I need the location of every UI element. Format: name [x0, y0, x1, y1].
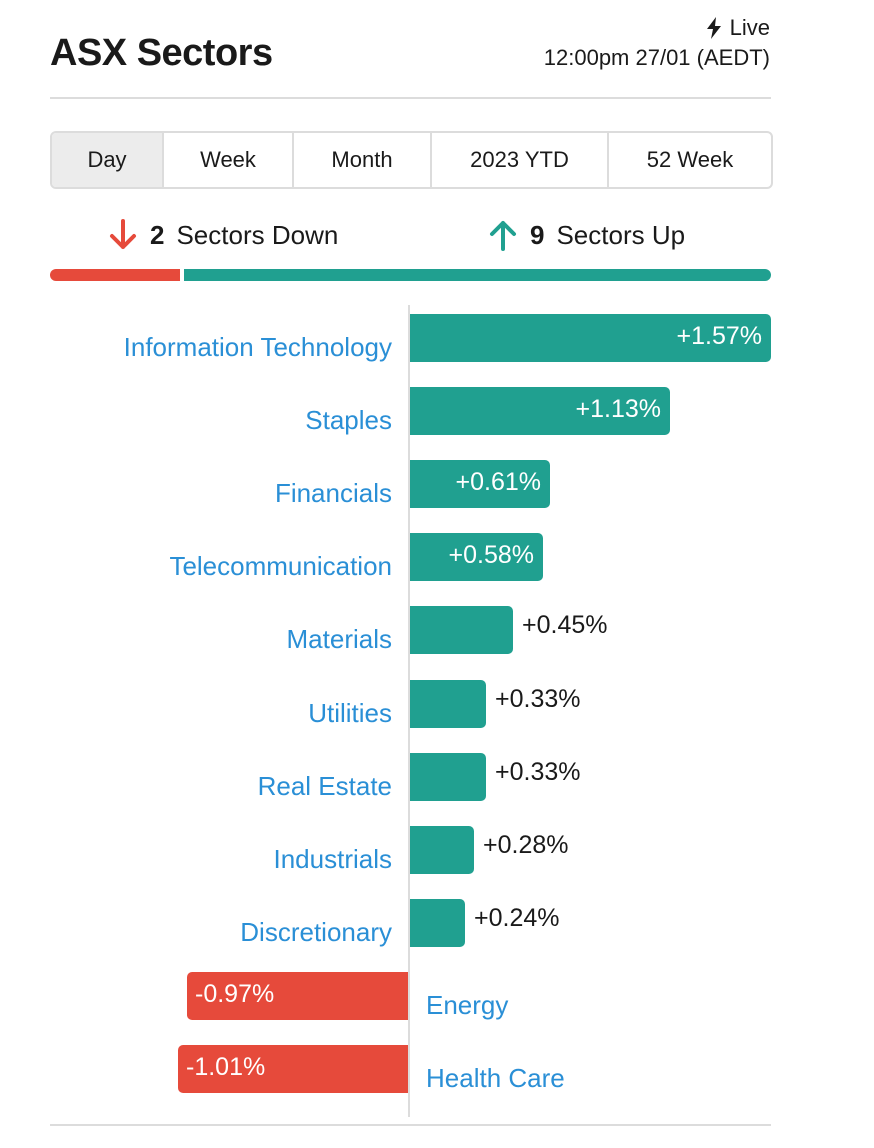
- sector-label-industrials[interactable]: Industrials: [273, 843, 393, 874]
- tab-week[interactable]: Week: [164, 133, 294, 187]
- arrow-up-icon: [490, 221, 516, 251]
- bar-materials: [410, 606, 513, 655]
- bar-information-technology: [410, 314, 771, 362]
- value-label-telecommunication: +0.58%: [448, 541, 535, 570]
- sector-label-staples[interactable]: Staples: [305, 405, 392, 436]
- sectors-down-summary: 2 Sectors Down: [108, 218, 338, 252]
- value-label-utilities: +0.33%: [495, 684, 581, 713]
- down-count: 2: [150, 219, 165, 250]
- live-label: Live: [729, 15, 770, 40]
- up-count: 9: [530, 219, 545, 250]
- bar-utilities: [410, 679, 486, 728]
- bar-financials: [410, 460, 550, 509]
- timestamp: 12:00pm 27/01 (AEDT): [543, 45, 770, 70]
- bar-energy: [187, 971, 410, 1020]
- value-label-industrials: +0.28%: [483, 830, 569, 859]
- down-label: Sectors Down: [176, 219, 339, 250]
- sector-label-energy[interactable]: Energy: [426, 989, 509, 1020]
- value-label-information-technology: +1.57%: [676, 322, 763, 350]
- sector-label-health-care[interactable]: Health Care: [426, 1063, 565, 1093]
- divider: [50, 1124, 771, 1126]
- sectors-up-summary: 9 Sectors Up: [488, 218, 685, 252]
- sectors-up-bar: [184, 269, 771, 281]
- bar-staples: [410, 387, 670, 436]
- divider: [50, 97, 771, 99]
- live-indicator: Live: [706, 15, 770, 41]
- sector-label-real-estate[interactable]: Real Estate: [257, 770, 392, 801]
- zero-axis: [408, 305, 410, 1117]
- bar-telecommunication: [410, 533, 543, 582]
- period-tabs: Day Week Month 2023 YTD 52 Week: [50, 131, 773, 189]
- sectors-down-bar: [50, 269, 180, 281]
- lightning-icon: [706, 17, 721, 39]
- value-label-energy: -0.97%: [195, 979, 275, 1008]
- value-label-financials: +0.61%: [455, 468, 542, 497]
- bar-discretionary: [410, 898, 465, 947]
- value-label-staples: +1.13%: [575, 395, 662, 424]
- tab-ytd[interactable]: 2023 YTD: [432, 133, 609, 187]
- arrow-down-icon: [110, 219, 136, 249]
- sector-label-discretionary[interactable]: Discretionary: [240, 916, 392, 947]
- bar-industrials: [410, 825, 474, 874]
- value-label-materials: +0.45%: [522, 611, 608, 640]
- sector-label-telecommunication[interactable]: Telecommunication: [169, 551, 392, 582]
- up-label: Sectors Up: [556, 219, 686, 250]
- bar-real-estate: [410, 752, 486, 801]
- tab-day[interactable]: Day: [52, 133, 164, 187]
- sector-label-materials[interactable]: Materials: [286, 624, 392, 655]
- page-title: ASX Sectors: [50, 32, 273, 74]
- sector-label-financials[interactable]: Financials: [274, 478, 392, 509]
- tab-52-week[interactable]: 52 Week: [646, 147, 734, 172]
- sector-label-utilities[interactable]: Utilities: [308, 697, 392, 728]
- value-label-health-care: -1.01%: [186, 1053, 266, 1081]
- bar-health-care: [178, 1045, 410, 1093]
- tab-month[interactable]: Month: [294, 133, 432, 187]
- value-label-real-estate: +0.33%: [495, 757, 581, 786]
- sector-label-information-technology[interactable]: Information Technology: [123, 332, 392, 362]
- value-label-discretionary: +0.24%: [474, 903, 560, 932]
